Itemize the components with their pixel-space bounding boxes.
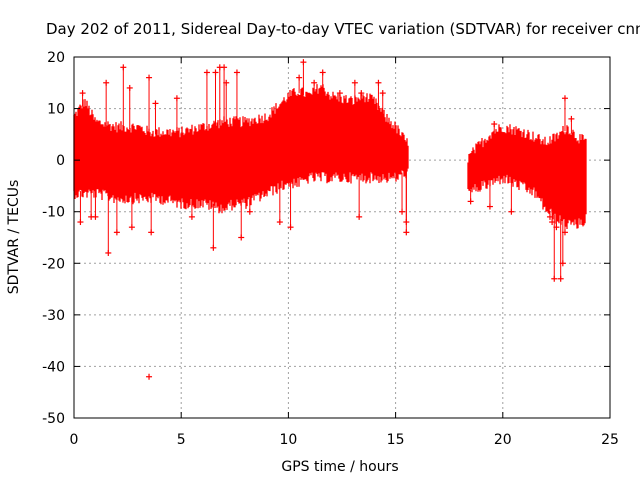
outlier-point: [300, 59, 307, 66]
outlier-point: [120, 64, 127, 71]
y-tick-label: 10: [47, 102, 65, 118]
outlier-point: [77, 219, 84, 226]
outlier-point: [128, 224, 135, 231]
chart-title: Day 202 of 2011, Sidereal Day-to-day VTE…: [46, 20, 640, 38]
outlier-point: [105, 249, 112, 256]
outlier-point: [508, 208, 515, 215]
x-tick-label: 10: [279, 432, 297, 448]
outlier-point: [561, 229, 568, 236]
outlier-point: [311, 79, 318, 86]
y-tick-label: -10: [42, 205, 65, 221]
outlier-point: [551, 275, 558, 282]
outlier-point: [399, 208, 406, 215]
outlier-point: [148, 229, 155, 236]
plot-frame: [73, 56, 611, 419]
outlier-point: [113, 229, 120, 236]
x-tick-label: 0: [70, 432, 79, 448]
outlier-point: [146, 74, 153, 81]
outlier-point: [351, 79, 358, 86]
outlier-point: [233, 69, 240, 76]
outlier-point: [103, 79, 110, 86]
y-tick-label: -40: [42, 359, 65, 375]
y-tick-label: -30: [42, 308, 65, 324]
outlier-point: [403, 229, 410, 236]
outlier-point: [557, 275, 564, 282]
data-points: [73, 59, 587, 380]
outlier-point: [287, 224, 294, 231]
outlier-point: [246, 208, 253, 215]
y-tick-label: -20: [42, 256, 65, 272]
outlier-point: [223, 79, 230, 86]
outlier-point: [491, 121, 498, 128]
outlier-point: [276, 219, 283, 226]
outlier-point: [568, 115, 575, 122]
x-tick-label: 5: [177, 432, 186, 448]
y-tick-label: 0: [56, 153, 65, 169]
outlier-point: [92, 213, 99, 220]
outlier-point: [238, 234, 245, 241]
outlier-point: [221, 64, 228, 71]
outlier-point: [152, 100, 159, 107]
outlier-point: [379, 90, 386, 97]
outlier-point: [173, 95, 180, 102]
outlier-point: [375, 79, 382, 86]
outlier-point: [467, 198, 474, 205]
outlier-point: [358, 90, 365, 97]
axis-ticks: 0 5 10 15 20 25 20 10 0 -10 -20 -30 -40 -50: [42, 50, 619, 448]
outlier-point: [296, 74, 303, 81]
outlier-point: [559, 260, 566, 267]
outlier-point: [210, 244, 217, 251]
outlier-point: [561, 95, 568, 102]
outlier-point: [146, 373, 153, 380]
x-axis-label: GPS time / hours: [281, 459, 398, 475]
outlier-point: [212, 69, 219, 76]
outlier-point: [486, 203, 493, 210]
outlier-point: [79, 90, 86, 97]
outlier-point: [126, 84, 133, 91]
y-tick-label: -50: [42, 411, 65, 427]
outlier-point: [203, 69, 210, 76]
x-tick-label: 20: [494, 432, 512, 448]
x-tick-label: 25: [601, 432, 619, 448]
outlier-point: [356, 213, 363, 220]
y-axis-label: SDTVAR / TECUs: [6, 180, 22, 295]
x-tick-label: 15: [387, 432, 405, 448]
outlier-point: [319, 69, 326, 76]
outlier-point: [188, 213, 195, 220]
outlier-point: [336, 90, 343, 97]
y-tick-label: 20: [47, 50, 65, 66]
